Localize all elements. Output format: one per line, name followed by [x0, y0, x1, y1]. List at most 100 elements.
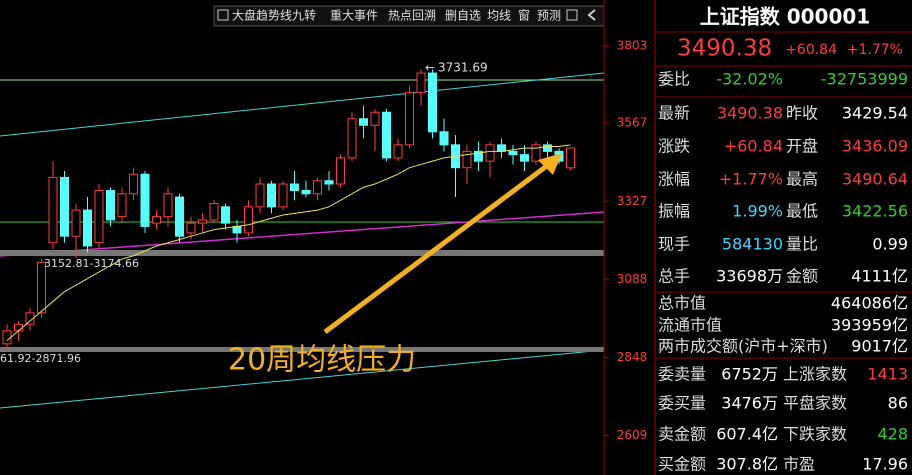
- icon[interactable]: [566, 9, 578, 21]
- candle-body: [416, 72, 426, 94]
- book-label: 委卖量: [658, 365, 706, 384]
- candle-body: [474, 150, 483, 162]
- toolbar-item[interactable]: 重大事件: [330, 9, 378, 23]
- candle-body: [2, 330, 12, 345]
- trend-line: [0, 72, 605, 137]
- quote-value: -32753999: [821, 70, 908, 89]
- candle-body: [25, 312, 35, 325]
- quote-value: 3436.09: [842, 137, 908, 156]
- book-label: 上涨家数: [783, 365, 847, 384]
- candle-body: [232, 225, 242, 234]
- cap-value: 9017亿: [851, 337, 908, 356]
- toolbar-item[interactable]: 预测: [537, 9, 561, 23]
- quote-value: 584130: [722, 235, 783, 254]
- quote-label: 涨跌: [658, 137, 690, 156]
- candle-body: [37, 261, 46, 314]
- quote-price: 3490.38: [677, 36, 772, 62]
- toolbar-item[interactable]: 窗: [518, 9, 530, 23]
- annotation: 20周均线压力: [228, 343, 416, 378]
- candle-body: [508, 150, 518, 156]
- candle-body: [244, 206, 253, 234]
- quote-value: +1.77%: [719, 170, 783, 189]
- candle-body: [198, 219, 207, 224]
- trend-line: [0, 211, 605, 257]
- quote-label: 开盘: [786, 137, 818, 156]
- candle-body: [71, 209, 81, 237]
- candle-body: [175, 196, 184, 237]
- quote-label: 现手: [658, 235, 690, 254]
- candle-body: [60, 176, 69, 237]
- candle-body: [462, 150, 472, 169]
- book-value: 428: [877, 425, 908, 444]
- book-label: 买金额: [658, 455, 706, 474]
- toolbar-item[interactable]: 删自选: [445, 9, 481, 23]
- candle-body: [324, 180, 334, 185]
- candle-body: [370, 111, 380, 126]
- book-value: 307.8亿: [716, 455, 778, 474]
- candle-body: [255, 183, 265, 208]
- quote-label: 昨收: [786, 104, 818, 123]
- quote-value: -32.02%: [716, 70, 783, 89]
- quote-value: 1.99%: [732, 202, 783, 221]
- candle-body: [543, 144, 552, 152]
- quote-value: +60.84: [724, 137, 783, 156]
- moving-average: [6, 144, 571, 341]
- book-value: 86: [888, 394, 908, 413]
- trend-line: [0, 349, 605, 409]
- y-tick-label: 2609: [617, 428, 648, 442]
- candle-body: [313, 180, 322, 195]
- book-value: 17.96: [862, 455, 908, 474]
- candle-body: [301, 190, 311, 195]
- book-value: 607.4亿: [716, 425, 778, 444]
- candle-body: [290, 183, 299, 192]
- candle-body: [48, 176, 58, 244]
- quote-label: 振幅: [658, 202, 690, 221]
- book-value: 6752万: [721, 365, 778, 384]
- quote-value: 3490.38: [717, 104, 783, 123]
- candle-body: [117, 193, 127, 218]
- range-label: 61.92-2871.96: [0, 352, 81, 365]
- candle-body: [393, 144, 403, 159]
- range-band: [0, 347, 604, 352]
- candle-body: [405, 92, 414, 146]
- quote-label: 最高: [786, 170, 818, 189]
- candle-body: [106, 190, 115, 221]
- y-tick-label: 3088: [617, 272, 648, 286]
- candle-body: [278, 183, 288, 208]
- quote-label: 涨幅: [658, 170, 690, 189]
- toolbar-item[interactable]: 热点回溯: [388, 8, 436, 23]
- icon-back[interactable]: [587, 9, 596, 21]
- cap-label: 流通市值: [658, 316, 722, 335]
- candle-body: [221, 206, 230, 224]
- book-value: 1413: [867, 365, 908, 384]
- cap-label: 两市成交额(沪市+深市): [658, 337, 828, 356]
- toolbar-item[interactable]: 大盘趋势线九转: [232, 8, 316, 23]
- range-band: [0, 250, 604, 256]
- quote-value: 3422.56: [842, 202, 908, 221]
- quote-value: 33698万: [716, 267, 783, 286]
- candle-body: [83, 209, 92, 247]
- quote-change: +60.84: [785, 42, 837, 58]
- arrow: [323, 162, 550, 335]
- quote-value: 4111亿: [851, 267, 908, 286]
- quote-label: 金额: [786, 267, 818, 286]
- quote-value: 3490.64: [842, 170, 908, 189]
- checkbox[interactable]: [217, 9, 229, 21]
- candle-body: [336, 157, 345, 185]
- toolbar-item[interactable]: 均线: [487, 9, 511, 23]
- candle-body: [209, 203, 219, 221]
- y-tick-label: 3567: [617, 115, 648, 129]
- quote-label: 总手: [658, 267, 690, 286]
- y-tick-label: 3803: [617, 38, 648, 52]
- cap-label: 总市值: [658, 294, 706, 313]
- book-label: 平盘家数: [783, 394, 847, 413]
- quote-label: 最低: [786, 202, 818, 221]
- separators: [655, 31, 912, 359]
- book-label: 下跌家数: [783, 425, 847, 444]
- quote-label: 量比: [786, 235, 818, 254]
- candle-body: [497, 144, 506, 152]
- quote-pct: +1.77%: [847, 42, 903, 58]
- candle-body: [428, 72, 437, 133]
- y-tick-label: 2848: [617, 350, 648, 364]
